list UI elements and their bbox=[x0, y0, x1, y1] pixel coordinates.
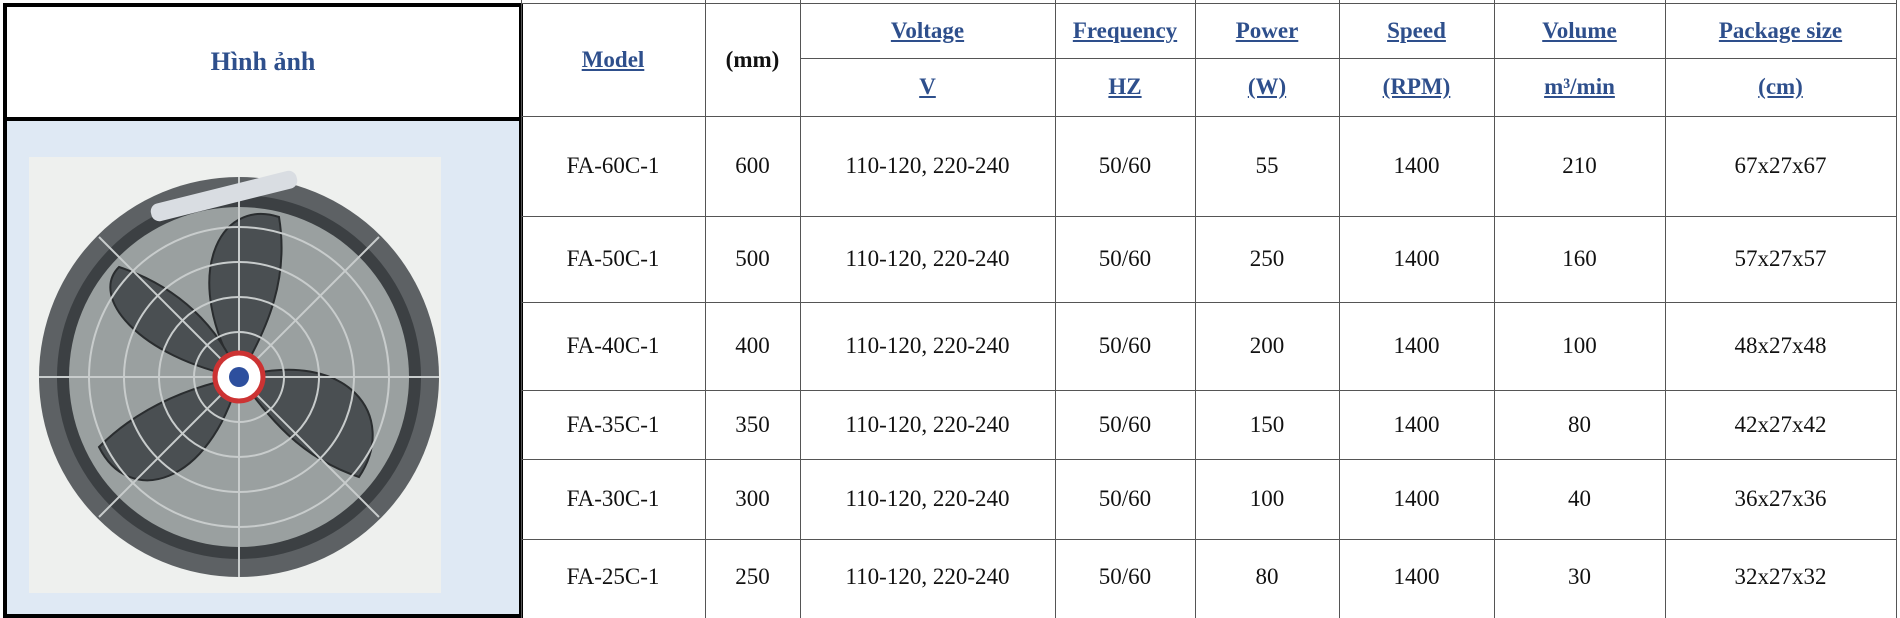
cell: 50/60 bbox=[1098, 411, 1152, 437]
cell: 1400 bbox=[1393, 153, 1440, 178]
header-top: Power bbox=[1235, 18, 1299, 43]
grid-line-v bbox=[1195, 0, 1196, 618]
cell: 36x27x36 bbox=[1734, 486, 1827, 511]
cell: 250 bbox=[735, 563, 770, 589]
header-top: Voltage bbox=[890, 18, 965, 43]
cell: 1400 bbox=[1393, 411, 1440, 437]
cell: 30 bbox=[1568, 563, 1591, 589]
cell: 1400 bbox=[1393, 563, 1440, 589]
header-unit: V bbox=[919, 74, 936, 99]
cell: 67x27x67 bbox=[1734, 153, 1827, 178]
cell: 110-120, 220-240 bbox=[845, 153, 1010, 178]
cell: 400 bbox=[735, 333, 770, 358]
header-cell: Model bbox=[581, 47, 645, 72]
cell: 150 bbox=[1249, 411, 1285, 437]
grid-line-h bbox=[521, 459, 1896, 460]
grid-line-v bbox=[705, 0, 706, 618]
cell: FA-25C-1 bbox=[566, 563, 660, 589]
cell: 32x27x32 bbox=[1734, 563, 1827, 589]
cell: 100 bbox=[1562, 333, 1597, 358]
grid-line-v bbox=[1055, 0, 1056, 618]
cell: 1400 bbox=[1393, 486, 1440, 511]
image-column: Hình ảnh bbox=[3, 3, 523, 618]
header-top: Volume bbox=[1542, 18, 1617, 43]
cell: 300 bbox=[735, 486, 770, 511]
grid-line-h bbox=[521, 216, 1896, 217]
fan-image bbox=[29, 157, 441, 593]
cell: 110-120, 220-240 bbox=[845, 486, 1010, 511]
grid-line-h bbox=[521, 3, 1896, 4]
cell: 80 bbox=[1255, 563, 1279, 589]
cell: 57x27x57 bbox=[1734, 246, 1827, 271]
cell: 48x27x48 bbox=[1734, 333, 1827, 358]
header-unit: m³/min bbox=[1544, 74, 1615, 99]
cell: 50/60 bbox=[1098, 153, 1152, 178]
grid-line-h bbox=[521, 302, 1896, 303]
grid-line-h bbox=[521, 116, 1896, 117]
cell: 50/60 bbox=[1098, 486, 1152, 511]
grid-line-v bbox=[1339, 0, 1340, 618]
cell: 600 bbox=[735, 153, 770, 178]
grid-line-v bbox=[521, 0, 522, 618]
grid-line-h bbox=[521, 539, 1896, 540]
grid-line-v bbox=[1665, 0, 1666, 618]
cell: 50/60 bbox=[1098, 246, 1152, 271]
cell: FA-60C-1 bbox=[566, 153, 660, 178]
cell: 55 bbox=[1255, 153, 1279, 178]
cell: 110-120, 220-240 bbox=[845, 563, 1010, 589]
grid-line-h bbox=[521, 390, 1896, 391]
grid-line-h bbox=[800, 58, 1896, 59]
header-unit: (RPM) bbox=[1382, 74, 1451, 99]
cell: 110-120, 220-240 bbox=[845, 411, 1010, 437]
grid-line-v bbox=[1896, 0, 1897, 618]
cell: 50/60 bbox=[1098, 563, 1152, 589]
cell: 200 bbox=[1249, 333, 1285, 358]
cell: 50/60 bbox=[1098, 333, 1152, 358]
cell: 250 bbox=[1249, 246, 1285, 271]
header-top: Speed bbox=[1387, 18, 1446, 43]
grid-line-v bbox=[1494, 0, 1495, 618]
header-top: Frequency bbox=[1072, 18, 1178, 43]
grid-line-v bbox=[800, 0, 801, 618]
cell: FA-40C-1 bbox=[566, 333, 660, 358]
image-header-cell: Hình ảnh bbox=[7, 7, 519, 121]
header-unit: HZ bbox=[1108, 74, 1142, 99]
cell: 1400 bbox=[1393, 333, 1440, 358]
header-cell: (mm) bbox=[725, 47, 780, 72]
cell: 350 bbox=[735, 411, 770, 437]
cell: 110-120, 220-240 bbox=[845, 333, 1010, 358]
header-unit: (W) bbox=[1247, 74, 1287, 99]
cell: 160 bbox=[1562, 246, 1597, 271]
cell: 1400 bbox=[1393, 246, 1440, 271]
header-top: Package size bbox=[1718, 18, 1843, 43]
cell: FA-35C-1 bbox=[566, 411, 660, 437]
cell: 500 bbox=[735, 246, 770, 271]
cell: FA-30C-1 bbox=[566, 486, 660, 511]
cell: FA-50C-1 bbox=[566, 246, 660, 271]
cell: 80 bbox=[1568, 411, 1591, 437]
cell: 110-120, 220-240 bbox=[845, 246, 1010, 271]
cell: 210 bbox=[1562, 153, 1597, 178]
cell: 40 bbox=[1568, 486, 1591, 511]
header-unit: (cm) bbox=[1758, 74, 1803, 99]
image-header: Hình ảnh bbox=[210, 47, 316, 76]
cell: 42x27x42 bbox=[1734, 411, 1827, 437]
cell: 100 bbox=[1249, 486, 1285, 511]
